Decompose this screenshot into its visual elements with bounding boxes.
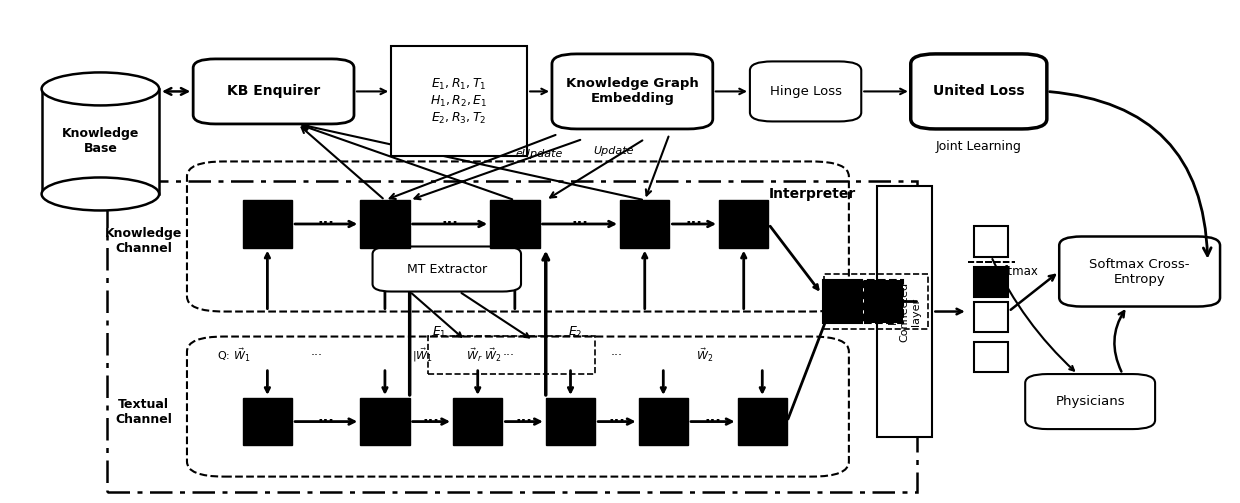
- Bar: [823, 280, 863, 323]
- Text: MT Extractor: MT Extractor: [407, 263, 487, 276]
- Text: ···: ···: [502, 349, 515, 362]
- Text: ···: ···: [572, 216, 588, 231]
- Bar: [973, 342, 1008, 372]
- Bar: [864, 280, 903, 323]
- Text: Fully
Connected
layer: Fully Connected layer: [888, 282, 921, 342]
- Text: $|\vec{W}_1$: $|\vec{W}_1$: [412, 347, 433, 364]
- Text: eUpdate: eUpdate: [516, 149, 563, 159]
- Text: Interpreter: Interpreter: [769, 187, 856, 201]
- Bar: [243, 398, 293, 445]
- Bar: [391, 46, 527, 156]
- Text: Softmax Cross-
Entropy: Softmax Cross- Entropy: [1090, 258, 1190, 286]
- Text: Update: Update: [594, 146, 634, 156]
- FancyBboxPatch shape: [1025, 374, 1156, 429]
- Ellipse shape: [42, 178, 159, 210]
- Text: ···: ···: [516, 414, 532, 429]
- Text: Textual
Channel: Textual Channel: [115, 397, 172, 426]
- FancyBboxPatch shape: [750, 61, 862, 121]
- Bar: [42, 89, 159, 194]
- Text: KB Enquirer: KB Enquirer: [227, 85, 320, 99]
- Text: Knowledge
Base: Knowledge Base: [62, 127, 139, 155]
- FancyBboxPatch shape: [1059, 236, 1220, 306]
- Bar: [243, 200, 293, 248]
- Text: $E_1,R_1,T_1$
$H_1,R_2,E_1$
$E_2,R_3,T_2$: $E_1,R_1,T_1$ $H_1,R_2,E_1$ $E_2,R_3,T_2…: [430, 76, 487, 126]
- Text: $E_1$: $E_1$: [432, 325, 446, 341]
- Bar: [107, 182, 916, 491]
- Bar: [639, 398, 688, 445]
- Ellipse shape: [42, 72, 159, 106]
- Text: $\vec{W}_2$: $\vec{W}_2$: [696, 347, 713, 364]
- Text: ···: ···: [441, 216, 459, 231]
- Text: ···: ···: [704, 414, 722, 429]
- Text: ···: ···: [317, 414, 335, 429]
- Bar: [453, 398, 502, 445]
- FancyBboxPatch shape: [910, 54, 1047, 129]
- Text: Knowledge
Channel: Knowledge Channel: [105, 227, 182, 256]
- Text: Physicians: Physicians: [1055, 395, 1125, 408]
- Text: ···: ···: [423, 414, 440, 429]
- Text: ···: ···: [311, 349, 322, 362]
- Bar: [877, 187, 932, 437]
- Text: ···: ···: [609, 414, 625, 429]
- Text: $\vec{W}_r\ \vec{W}_2$: $\vec{W}_r\ \vec{W}_2$: [466, 347, 502, 364]
- Bar: [428, 337, 595, 374]
- Bar: [738, 398, 787, 445]
- FancyBboxPatch shape: [193, 59, 353, 124]
- Bar: [973, 226, 1008, 257]
- Text: $E_2$: $E_2$: [568, 325, 583, 341]
- Text: Knowledge Graph
Embedding: Knowledge Graph Embedding: [565, 77, 699, 106]
- Bar: [973, 267, 1008, 297]
- Bar: [973, 301, 1008, 331]
- Text: Hinge Loss: Hinge Loss: [770, 85, 842, 98]
- Bar: [620, 200, 670, 248]
- FancyBboxPatch shape: [372, 246, 521, 292]
- Text: Joint Learning: Joint Learning: [936, 140, 1022, 153]
- Bar: [360, 200, 409, 248]
- Text: ···: ···: [686, 216, 703, 231]
- Bar: [719, 200, 769, 248]
- Text: ···: ···: [317, 216, 335, 231]
- Bar: [546, 398, 595, 445]
- Text: ···: ···: [610, 349, 622, 362]
- Bar: [490, 200, 539, 248]
- Bar: [825, 274, 928, 329]
- FancyBboxPatch shape: [552, 54, 713, 129]
- Text: United Loss: United Loss: [932, 85, 1024, 99]
- Bar: [360, 398, 409, 445]
- Text: Softmax: Softmax: [990, 265, 1038, 278]
- Text: Q: $\vec{W}_1$: Q: $\vec{W}_1$: [217, 347, 250, 364]
